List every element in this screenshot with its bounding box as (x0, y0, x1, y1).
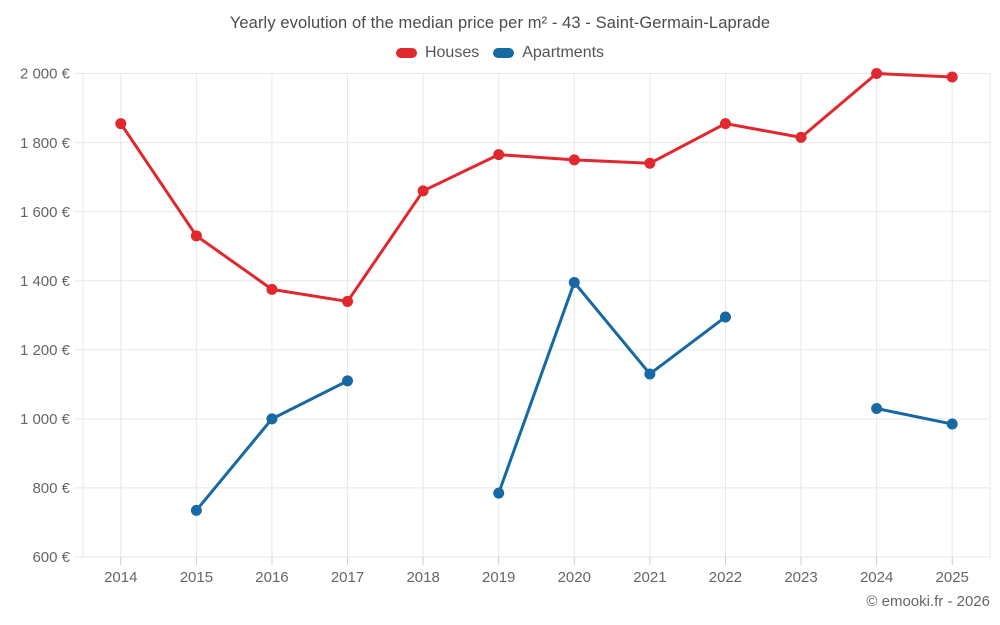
x-tick-label: 2019 (482, 569, 515, 586)
x-tick-label: 2015 (180, 569, 213, 586)
data-point-houses-2024[interactable] (871, 68, 883, 79)
data-point-apartments-2025[interactable] (946, 418, 958, 430)
data-point-houses-2018[interactable] (417, 185, 429, 197)
x-tick-label: 2016 (255, 569, 288, 586)
legend-item-houses[interactable]: Houses (395, 44, 480, 62)
x-tick-label: 2023 (784, 569, 817, 586)
chart-title: Yearly evolution of the median price per… (229, 14, 771, 32)
data-point-apartments-2016[interactable] (266, 413, 278, 425)
data-point-houses-2017[interactable] (342, 295, 354, 307)
data-point-apartments-2024[interactable] (871, 402, 883, 414)
data-point-apartments-2021[interactable] (644, 368, 656, 380)
series-line (497, 280, 727, 495)
x-tick-label: 2025 (936, 569, 969, 586)
data-point-houses-2015[interactable] (190, 230, 202, 242)
chart-legend: Houses Apartments (0, 44, 1000, 62)
y-tick-label: 1 200 € (20, 342, 71, 359)
x-tick-label: 2024 (860, 569, 893, 586)
x-tick-label: 2021 (633, 569, 666, 586)
y-tick-label: 1 600 € (20, 204, 71, 221)
data-point-apartments-2022[interactable] (719, 311, 731, 323)
y-tick-label: 1 800 € (20, 135, 71, 152)
y-tick-label: 1 000 € (20, 411, 71, 428)
data-point-houses-2025[interactable] (946, 71, 958, 83)
houses-series-swatch-icon (395, 48, 417, 58)
legend-label-houses: Houses (424, 44, 480, 61)
data-point-houses-2014[interactable] (115, 118, 127, 130)
x-tick-label: 2018 (406, 569, 439, 586)
data-point-houses-2020[interactable] (568, 154, 580, 166)
y-tick-label: 1 400 € (20, 273, 71, 290)
x-tick-label: 2014 (104, 569, 137, 586)
copyright-attribution: © emooki.fr - 2026 (866, 593, 990, 610)
x-tick-label: 2022 (709, 569, 742, 586)
x-axis-labels: 2014 2015 2016 2017 2018 2019 2020 2021 2022 2023… (104, 569, 969, 586)
x-tick-label: 2020 (558, 569, 591, 586)
data-point-apartments-2015[interactable] (190, 504, 202, 516)
data-point-apartments-2017[interactable] (342, 375, 354, 387)
y-tick-label: 600 € (32, 549, 70, 566)
data-point-apartments-2019[interactable] (493, 487, 505, 499)
data-point-houses-2016[interactable] (266, 283, 278, 295)
legend-item-apartments[interactable]: Apartments (493, 44, 604, 62)
grid-lines (74, 73, 991, 558)
y-tick-label: 800 € (32, 480, 70, 497)
data-point-houses-2022[interactable] (719, 118, 731, 130)
series-line (119, 72, 954, 303)
y-tick-label: 2 000 € (20, 66, 71, 83)
series-line (875, 406, 954, 426)
axis-ticks (120, 557, 953, 565)
legend-label-apartments: Apartments (522, 44, 605, 61)
y-axis-labels: 600 € 800 € 1 000 € 1 200 € 1 400 € 1 600 € 1 … (20, 66, 71, 567)
data-point-houses-2019[interactable] (493, 149, 505, 161)
series-apartments (190, 276, 958, 516)
apartments-series-swatch-icon (493, 48, 515, 58)
data-point-houses-2023[interactable] (795, 131, 807, 143)
series-houses (115, 68, 958, 307)
data-point-houses-2021[interactable] (644, 157, 656, 169)
data-series (115, 68, 958, 516)
data-point-apartments-2020[interactable] (568, 276, 580, 288)
x-tick-label: 2017 (331, 569, 364, 586)
